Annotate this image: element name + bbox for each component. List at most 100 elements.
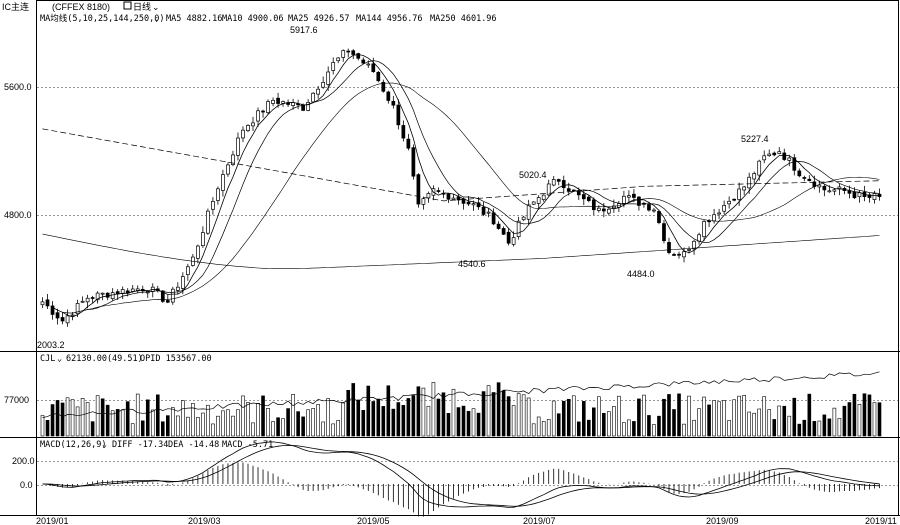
dea-legend: DEA -14.48 [168, 440, 219, 450]
volume-bar [807, 393, 812, 437]
volume-bar [346, 390, 351, 437]
macd-series [42, 441, 880, 517]
candle-body [100, 292, 105, 295]
candle-body [832, 189, 837, 192]
candle-body [241, 129, 245, 139]
candle-body [236, 137, 240, 156]
period-dropdown-icon[interactable]: ⌄ [152, 2, 160, 12]
volume-bar [546, 419, 551, 437]
volume-bar [752, 412, 757, 437]
candle-body [75, 303, 80, 315]
volume-bar [115, 409, 120, 437]
volume-bar [291, 394, 295, 437]
candle-body [251, 122, 255, 127]
volume-bar [737, 395, 741, 437]
volume-bar [436, 398, 441, 437]
macd-legend-icon[interactable]: ⌄ [102, 440, 107, 450]
volume-bar [286, 408, 290, 437]
volume-bar [592, 407, 596, 437]
volume-bar [506, 396, 511, 437]
volume-bar [135, 393, 140, 437]
price-tick-4800: 4800.0 [4, 210, 32, 220]
candle-body [60, 317, 65, 322]
candle-body [346, 50, 351, 53]
candle-body [201, 232, 205, 246]
volume-bar [130, 423, 135, 437]
volume-bar [576, 421, 581, 437]
volume-bar [181, 400, 185, 437]
volume-bar [586, 419, 591, 437]
period-checkbox[interactable] [123, 1, 132, 10]
date-tick-2019-11: 2019/11 [865, 516, 897, 525]
volume-bar [622, 422, 626, 437]
annotation-high-5227: 5227.4 [741, 134, 769, 144]
volume-bar [672, 409, 676, 437]
candle-body [85, 297, 90, 303]
candle-body [266, 101, 270, 113]
volume-bar [817, 420, 822, 437]
volume-bar [85, 402, 90, 437]
candle-body [677, 253, 681, 256]
volume-bar [862, 393, 867, 437]
candle-body [727, 200, 731, 205]
chart-frame [36, 0, 899, 516]
volume-bar [120, 409, 125, 437]
candle-body [55, 312, 60, 319]
volume-bar [662, 398, 666, 437]
volume-bar [281, 418, 285, 437]
macd-legend-label[interactable]: MACD(12,26,9) [40, 440, 107, 450]
candle-body [752, 173, 757, 180]
candle-body [561, 180, 566, 189]
ma5-line [52, 54, 880, 318]
volume-value: 62130.00(49.51) [66, 354, 143, 364]
period-label[interactable]: 日线 [133, 1, 151, 12]
volume-bar [617, 395, 621, 437]
instrument-name[interactable]: IC主连 [2, 1, 29, 12]
candle-body [366, 63, 371, 66]
volume-bar [110, 410, 115, 437]
volume-bar [201, 412, 205, 437]
volume-bar [241, 395, 245, 437]
candle-body [767, 153, 772, 157]
volume-bar [95, 395, 100, 437]
volume-bar [376, 398, 381, 437]
candle-body [321, 81, 326, 88]
volume-bar [401, 405, 406, 437]
candle-body [411, 147, 416, 177]
ma-legend-label[interactable]: MA均线(5,10,25,144,250,0) [40, 13, 164, 24]
candle-body [401, 125, 406, 139]
volume-bar [80, 397, 85, 437]
ma250-legend: MA250 4601.96 [430, 14, 497, 24]
candle-body [406, 138, 411, 149]
candle-body [391, 100, 396, 106]
volume-bar [206, 404, 210, 437]
candle-body [396, 104, 401, 126]
candle-body [256, 110, 260, 122]
volume-bar [632, 421, 636, 437]
candle-body [221, 174, 225, 191]
candle-body [757, 160, 762, 176]
candle-body [612, 205, 616, 209]
candle-body [521, 216, 526, 221]
date-tick-2019-07: 2019/07 [523, 516, 556, 525]
volume-bar [150, 409, 155, 437]
candle-body [50, 305, 55, 315]
candle-body [386, 91, 391, 101]
ma5-legend: MA5 4882.16 [166, 14, 222, 24]
volume-bar [60, 402, 65, 437]
candle-body [622, 195, 626, 204]
ma-legend-icon[interactable]: ⌄ [154, 14, 159, 24]
volume-bar [145, 399, 150, 437]
volume-bar [326, 398, 330, 437]
candle-body [657, 211, 661, 223]
volume-bar [176, 415, 180, 437]
candle-body [90, 297, 95, 299]
volume-bar [637, 398, 641, 437]
volume-legend-icon[interactable]: ⌄ [57, 354, 62, 364]
volume-bar [561, 400, 566, 437]
volume-legend-label[interactable]: CJL [40, 354, 55, 364]
volume-bar [391, 408, 396, 437]
candle-body [867, 194, 872, 198]
candle-body [536, 197, 541, 204]
